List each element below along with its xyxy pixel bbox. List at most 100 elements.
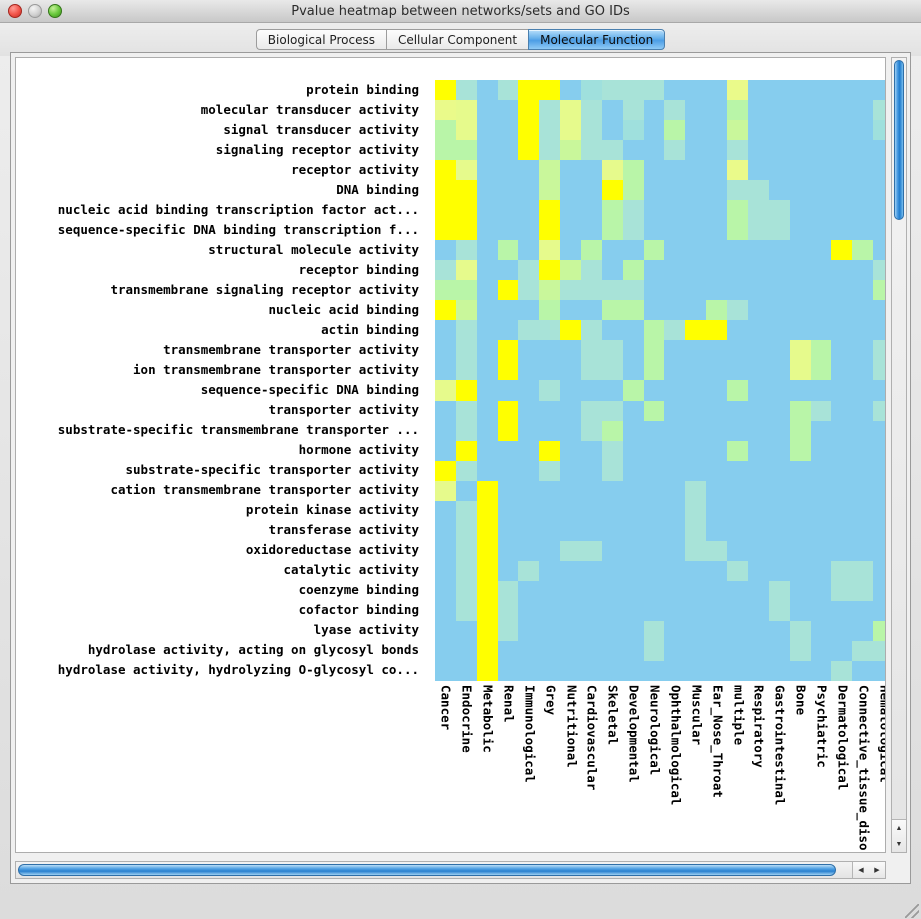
heatmap-cell[interactable] [601,140,623,161]
heatmap-cell[interactable] [560,540,582,561]
heatmap-cell[interactable] [560,600,582,621]
heatmap-cell[interactable] [476,320,498,341]
heatmap-cell[interactable] [727,660,748,681]
scroll-right-icon[interactable]: ▶ [874,867,880,874]
heatmap-cell[interactable] [768,580,790,601]
heatmap-cell[interactable] [455,500,477,521]
heatmap-cell[interactable] [622,640,644,661]
heatmap-cell[interactable] [455,400,477,421]
heatmap-cell[interactable] [747,240,769,261]
heatmap-cell[interactable] [810,260,832,281]
heatmap-cell[interactable] [768,560,790,581]
heatmap-cell[interactable] [518,440,540,461]
heatmap-cell[interactable] [601,160,623,181]
heatmap-cell[interactable] [518,280,540,301]
heatmap-cell[interactable] [622,440,644,461]
heatmap-cell[interactable] [435,160,456,181]
heatmap-cell[interactable] [560,480,582,501]
heatmap-cell[interactable] [476,260,498,281]
heatmap-cell[interactable] [539,540,561,561]
heatmap-cell[interactable] [560,320,582,341]
heatmap-cell[interactable] [435,180,456,201]
heatmap-cell[interactable] [435,240,456,261]
heatmap-cell[interactable] [873,240,885,261]
heatmap-cell[interactable] [476,460,498,481]
heatmap-cell[interactable] [581,180,602,201]
heatmap-cell[interactable] [664,80,686,101]
scroll-down-icon[interactable]: ▼ [895,840,903,848]
heatmap-cell[interactable] [539,500,561,521]
heatmap-cell[interactable] [685,580,707,601]
horizontal-scrollbar-thumb[interactable] [18,864,836,876]
heatmap-cell[interactable] [789,420,811,441]
heatmap-cell[interactable] [435,300,456,321]
heatmap-cell[interactable] [601,500,623,521]
heatmap-cell[interactable] [581,140,602,161]
heatmap-cell[interactable] [831,400,853,421]
heatmap-cell[interactable] [810,620,832,641]
heatmap-cell[interactable] [873,420,885,441]
heatmap-cell[interactable] [685,80,707,101]
heatmap-cell[interactable] [747,480,769,501]
heatmap-cell[interactable] [768,500,790,521]
heatmap-cell[interactable] [831,540,853,561]
heatmap-cell[interactable] [831,160,853,181]
heatmap-cell[interactable] [497,400,519,421]
heatmap-cell[interactable] [622,540,644,561]
heatmap-cell[interactable] [664,420,686,441]
heatmap-cell[interactable] [455,480,477,501]
heatmap-cell[interactable] [706,380,728,401]
heatmap-cell[interactable] [727,560,748,581]
heatmap-cell[interactable] [539,480,561,501]
heatmap-cell[interactable] [768,620,790,641]
heatmap-cell[interactable] [476,200,498,221]
heatmap-cell[interactable] [664,500,686,521]
heatmap-cell[interactable] [476,620,498,641]
heatmap-cell[interactable] [852,120,874,141]
heatmap-cell[interactable] [435,280,456,301]
heatmap-cell[interactable] [706,160,728,181]
heatmap-cell[interactable] [455,520,477,541]
zoom-button[interactable] [48,4,62,18]
scroll-left-icon[interactable]: ◀ [858,867,864,874]
heatmap-cell[interactable] [476,140,498,161]
heatmap-cell[interactable] [581,80,602,101]
heatmap-cell[interactable] [560,160,582,181]
heatmap-cell[interactable] [518,220,540,241]
heatmap-cell[interactable] [727,580,748,601]
heatmap-cell[interactable] [706,400,728,421]
heatmap-cell[interactable] [706,280,728,301]
heatmap-cell[interactable] [560,100,582,121]
heatmap-cell[interactable] [873,580,885,601]
heatmap-cell[interactable] [581,320,602,341]
heatmap-cell[interactable] [747,500,769,521]
heatmap-cell[interactable] [601,220,623,241]
heatmap-cell[interactable] [727,300,748,321]
heatmap-cell[interactable] [685,200,707,221]
heatmap-cell[interactable] [622,520,644,541]
heatmap-cell[interactable] [789,360,811,381]
heatmap-cell[interactable] [685,220,707,241]
heatmap-cell[interactable] [789,100,811,121]
heatmap-cell[interactable] [831,520,853,541]
heatmap-cell[interactable] [643,440,665,461]
heatmap-cell[interactable] [539,200,561,221]
heatmap-cell[interactable] [560,360,582,381]
heatmap-cell[interactable] [455,180,477,201]
heatmap-cell[interactable] [727,600,748,621]
heatmap-cell[interactable] [747,420,769,441]
heatmap-cell[interactable] [497,220,519,241]
heatmap-cell[interactable] [581,560,602,581]
heatmap-cell[interactable] [685,480,707,501]
heatmap-cell[interactable] [539,440,561,461]
heatmap-cell[interactable] [789,400,811,421]
heatmap-cell[interactable] [518,140,540,161]
heatmap-cell[interactable] [560,340,582,361]
heatmap-cell[interactable] [768,80,790,101]
heatmap-cell[interactable] [455,220,477,241]
heatmap-cell[interactable] [560,380,582,401]
heatmap-cell[interactable] [601,200,623,221]
heatmap-cell[interactable] [852,480,874,501]
heatmap-cell[interactable] [852,380,874,401]
heatmap-cell[interactable] [685,440,707,461]
